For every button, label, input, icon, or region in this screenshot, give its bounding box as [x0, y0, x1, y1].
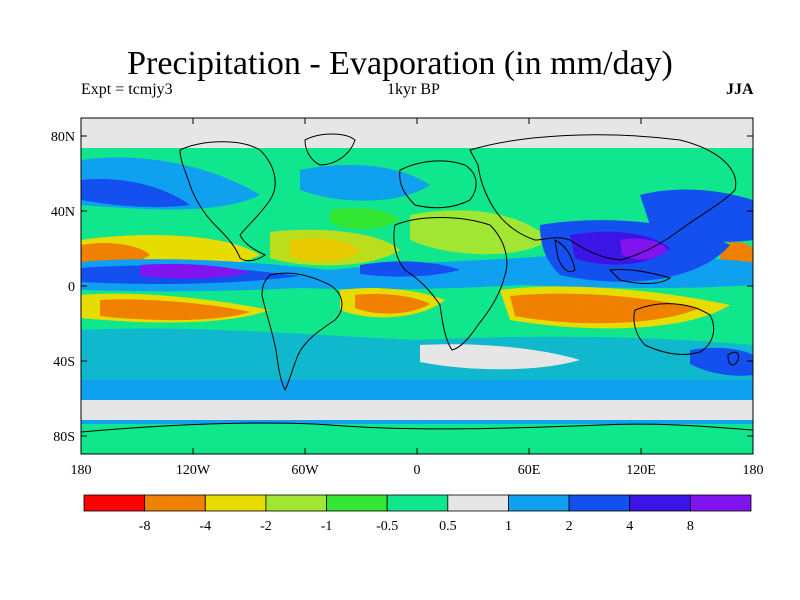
coast-antarctica: [81, 422, 753, 433]
colorbar-swatch: [83, 494, 146, 512]
coast-new-zealand: [727, 351, 739, 366]
field-npacific-core: [81, 179, 190, 208]
colorbar-label: 8: [687, 519, 694, 534]
colorbar-label: -4: [199, 519, 211, 534]
field-antarctic-margin: [81, 400, 753, 420]
coast-australia: [633, 303, 715, 355]
field-southern-midlat: [81, 328, 753, 380]
colorbar-swatch: [265, 494, 327, 512]
field-ssubtrop-east-pacific-core: [100, 299, 250, 321]
colorbar-swatch: [447, 494, 509, 512]
colorbar-label: 2: [566, 519, 573, 534]
map-title: Precipitation - Evaporation (in mm/day): [127, 45, 673, 82]
field-nw-pacific: [640, 189, 753, 242]
colorbar-swatch: [204, 494, 267, 512]
lon-label: 60W: [291, 463, 319, 478]
colorbar-swatch: [568, 494, 631, 512]
coast-north-america: [179, 141, 276, 262]
latitude-axis: 80N 40N 0 40S 80S: [51, 130, 753, 445]
colorbar-label: 4: [626, 519, 633, 534]
lat-label: 80S: [53, 430, 75, 445]
field-monsoon-peak: [620, 238, 668, 260]
colorbar-legend: -8 -4 -2 -1 -0.5 0.5 1 2 4 8: [83, 494, 752, 534]
field-sahara: [410, 210, 550, 255]
longitude-axis: 180 120W 60W 0 60E 120E 180: [71, 118, 764, 478]
field-south-tasman: [690, 347, 753, 376]
colorbar-label: -8: [139, 519, 151, 534]
coast-europe: [399, 160, 477, 209]
colorbar-swatch: [326, 494, 388, 512]
field-itcz-pacific-core: [140, 263, 250, 279]
lat-label: 0: [68, 280, 75, 295]
colorbar-label: -0.5: [376, 519, 398, 534]
colorbar-swatch: [144, 494, 206, 512]
lat-label: 40N: [51, 205, 75, 220]
coast-greenland: [304, 133, 356, 166]
colorbar-label: -2: [260, 519, 272, 534]
colorbar-swatch: [386, 494, 449, 512]
coast-south-america: [261, 272, 343, 392]
colorbar-swatch: [629, 494, 691, 512]
lon-label: 0: [414, 463, 421, 478]
coast-asia: [469, 134, 737, 261]
field-natlantic-track: [300, 165, 430, 201]
colorbar-swatch: [689, 494, 752, 512]
lon-label: 60E: [518, 463, 541, 478]
field-natlantic-green: [330, 208, 400, 230]
experiment-label: Expt = tcmjy3: [81, 81, 173, 98]
coast-indonesia: [608, 269, 672, 284]
colorbar-swatch: [508, 494, 570, 512]
colorbar-label: 0.5: [439, 519, 457, 534]
colorbar-label: -1: [321, 519, 333, 534]
precipitation-field: [81, 118, 753, 454]
colorbar-label: 1: [505, 519, 512, 534]
lat-label: 80N: [51, 130, 75, 145]
coastlines: [81, 133, 753, 433]
period-label: 1kyr BP: [387, 81, 440, 98]
field-itcz-atlantic: [360, 261, 460, 277]
season-label: JJA: [726, 81, 754, 98]
lon-label: 120W: [176, 463, 211, 478]
coast-india: [554, 239, 576, 273]
field-ssubtrop-indian-core: [510, 293, 700, 324]
lon-label: 180: [71, 463, 92, 478]
field-south-atlantic-dry: [420, 344, 580, 370]
coast-africa: [393, 217, 508, 351]
field-nsubtrop-atlantic: [270, 229, 400, 266]
lon-label: 120E: [626, 463, 656, 478]
lon-label: 180: [743, 463, 764, 478]
field-ssubtrop-atlantic-core: [355, 294, 430, 314]
lat-label: 40S: [53, 355, 75, 370]
